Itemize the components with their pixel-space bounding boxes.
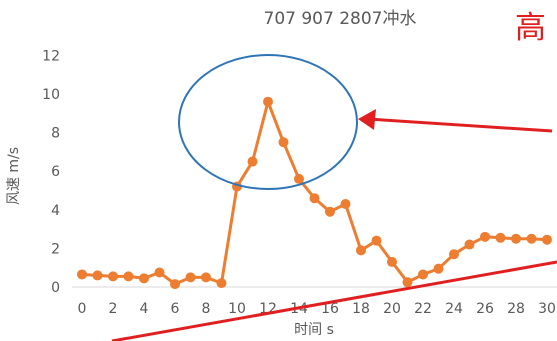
data-point	[92, 270, 103, 281]
y-tick-label: 4	[51, 203, 60, 219]
x-tick-label: 8	[202, 301, 211, 317]
x-tick-label: 22	[414, 301, 432, 317]
data-point	[371, 235, 382, 246]
y-tick-label: 6	[51, 164, 60, 180]
x-tick-label: 2	[109, 301, 118, 317]
corner-annotation-text: 高	[515, 10, 546, 46]
data-point	[294, 173, 304, 184]
data-point	[139, 273, 149, 284]
x-axis-label: 时间 s	[294, 322, 334, 338]
data-point	[495, 232, 506, 243]
x-tick-label: 20	[383, 301, 401, 317]
x-tick-label: 28	[507, 301, 525, 317]
data-point	[201, 272, 211, 283]
red-trend-line	[111, 260, 557, 341]
data-point	[185, 272, 196, 283]
y-tick-label: 10	[42, 87, 60, 103]
x-tick-label: 24	[445, 301, 463, 317]
data-point	[278, 137, 289, 148]
data-point	[108, 271, 118, 282]
peak-highlight-ellipse	[178, 54, 358, 190]
x-tick-label: 18	[352, 301, 370, 317]
data-point	[123, 271, 134, 282]
y-tick-label: 8	[51, 126, 60, 142]
data-point	[402, 277, 413, 288]
data-point	[216, 278, 227, 289]
data-point	[526, 233, 537, 244]
series-line	[81, 100, 548, 286]
data-point	[170, 279, 180, 290]
x-tick-label: 16	[321, 301, 339, 317]
data-point	[77, 269, 87, 280]
y-tick-label: 0	[51, 280, 60, 296]
data-point	[511, 233, 521, 244]
data-point	[480, 231, 490, 242]
data-point	[247, 156, 258, 167]
x-tick-label: 4	[140, 301, 149, 317]
data-point	[309, 193, 320, 204]
y-tick-label: 2	[51, 241, 60, 257]
data-point	[464, 239, 475, 250]
annotation-arrow	[358, 109, 553, 133]
x-tick-label: 26	[476, 301, 494, 317]
data-point	[433, 263, 444, 274]
x-tick-label: 6	[171, 301, 180, 317]
y-tick-label: 12	[42, 48, 60, 64]
data-point	[263, 96, 273, 107]
x-tick-label: 0	[78, 301, 87, 317]
x-tick-label: 10	[228, 301, 246, 317]
data-point	[340, 199, 351, 210]
data-point	[542, 234, 552, 245]
data-point	[387, 256, 397, 267]
data-point	[154, 267, 165, 278]
data-points	[77, 96, 552, 290]
data-point	[418, 269, 428, 280]
y-axis-ticks: 0 2 4 6 8 10 12	[42, 48, 60, 296]
x-tick-label: 30	[538, 301, 556, 317]
data-point	[356, 245, 366, 256]
data-point	[449, 249, 459, 260]
y-axis-label: 风速 m/s	[6, 147, 22, 205]
chart-title: 707 907 2807冲水	[264, 9, 417, 29]
data-point	[325, 206, 335, 217]
